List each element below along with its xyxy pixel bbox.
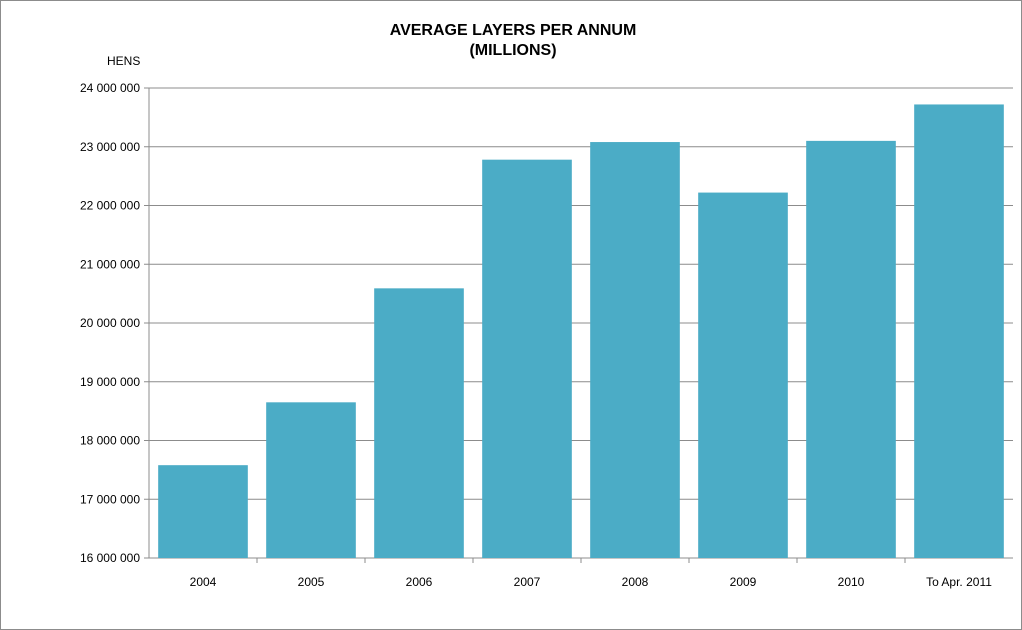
x-tick-label: 2008: [622, 575, 649, 589]
y-tick-label: 23 000 000: [80, 140, 140, 154]
y-tick-label: 24 000 000: [80, 81, 140, 95]
y-tick-label: 18 000 000: [80, 434, 140, 448]
y-tick-label: 21 000 000: [80, 257, 140, 271]
bar: [158, 465, 248, 558]
x-tick-label: 2009: [730, 575, 757, 589]
bar: [482, 159, 572, 559]
x-tick-label: 2004: [190, 575, 217, 589]
bar: [590, 142, 680, 559]
x-tick-label: 2006: [406, 575, 433, 589]
bar: [266, 402, 356, 558]
bar: [806, 140, 896, 558]
chart-title: AVERAGE LAYERS PER ANNUM (MILLIONS): [301, 21, 725, 61]
chart-title-line: AVERAGE LAYERS PER ANNUM: [389, 22, 637, 39]
bar: [374, 288, 464, 558]
y-tick-label: 19 000 000: [80, 375, 140, 389]
y-tick-label: 16 000 000: [80, 551, 140, 565]
chart-subtitle: (MILLIONS): [469, 42, 557, 59]
bar: [914, 104, 1004, 558]
y-tick-label: 22 000 000: [80, 199, 140, 213]
y-tick-label: 20 000 000: [80, 316, 140, 330]
x-tick-label: To Apr. 2011: [926, 575, 992, 589]
x-tick-label: 2007: [514, 575, 541, 589]
y-axis-label: HENS: [107, 54, 141, 68]
x-tick-label: 2005: [298, 575, 325, 589]
y-tick-label: 17 000 000: [80, 492, 140, 506]
bar: [698, 192, 788, 558]
x-tick-label: 2010: [838, 575, 865, 589]
